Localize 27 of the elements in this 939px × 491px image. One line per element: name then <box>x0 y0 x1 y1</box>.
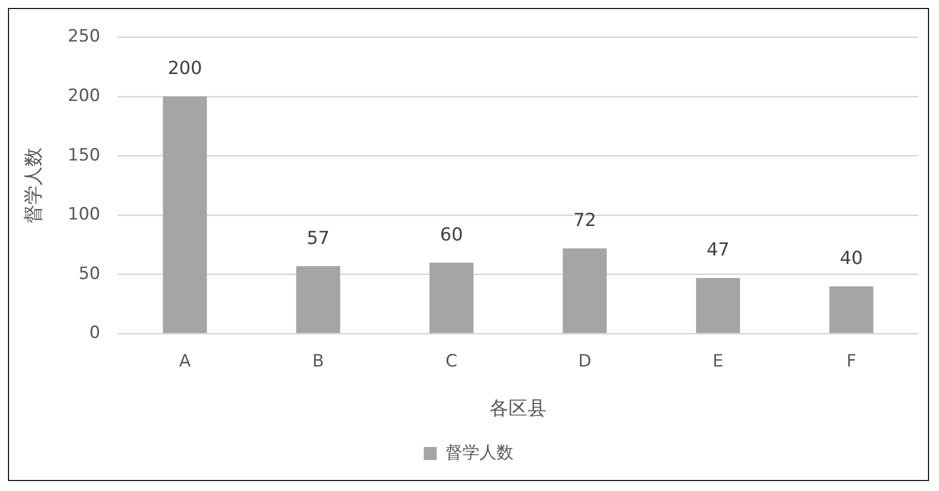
x-tick-label: B <box>312 351 324 372</box>
bar <box>296 266 340 334</box>
y-tick-label: 0 <box>89 323 100 344</box>
y-tick-label: 150 <box>68 145 100 166</box>
data-label: 72 <box>573 210 596 232</box>
x-tick-label: A <box>179 351 192 372</box>
y-tick-label: 200 <box>68 86 100 106</box>
y-tick-label: 250 <box>68 26 100 47</box>
data-label: 200 <box>168 58 202 80</box>
x-tick-label: F <box>846 351 856 372</box>
data-label: 60 <box>440 224 463 246</box>
bar <box>562 248 607 334</box>
y-tick-label: 50 <box>78 264 100 284</box>
bar <box>829 286 874 334</box>
x-axis-title: 各区县 <box>490 398 547 420</box>
x-tick-label: D <box>578 351 592 372</box>
y-axis-title: 督学人数 <box>22 148 44 224</box>
x-tick-label: C <box>446 351 458 372</box>
data-label: 57 <box>306 228 330 249</box>
bar <box>429 262 474 334</box>
y-tick-label: 100 <box>68 204 100 225</box>
bar <box>162 96 207 334</box>
data-label: 40 <box>840 248 863 270</box>
bar <box>696 278 740 334</box>
data-label: 47 <box>706 240 730 261</box>
x-tick-label: E <box>712 351 724 372</box>
legend-label: 督学人数 <box>445 442 514 463</box>
